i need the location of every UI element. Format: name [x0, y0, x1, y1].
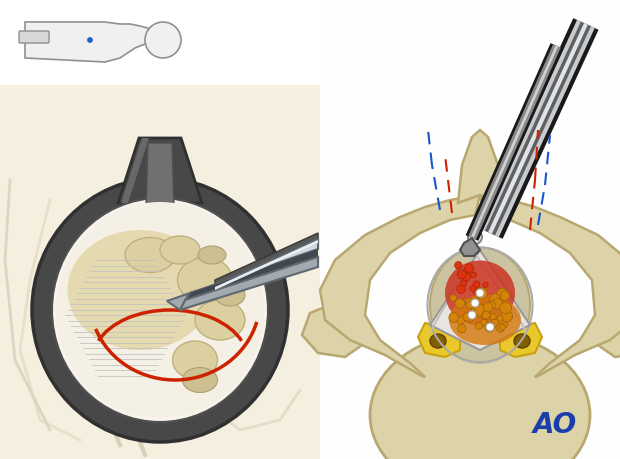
Polygon shape [500, 323, 542, 357]
Polygon shape [458, 130, 502, 203]
Circle shape [470, 285, 476, 291]
Circle shape [477, 218, 487, 228]
Circle shape [499, 324, 505, 330]
Ellipse shape [198, 246, 226, 264]
Circle shape [463, 273, 471, 281]
Ellipse shape [32, 178, 288, 442]
Ellipse shape [514, 334, 530, 348]
Circle shape [472, 306, 480, 314]
Circle shape [476, 322, 482, 330]
Circle shape [483, 302, 493, 312]
Circle shape [461, 280, 467, 286]
Circle shape [500, 302, 511, 314]
Ellipse shape [52, 198, 268, 422]
Ellipse shape [215, 284, 245, 306]
Polygon shape [460, 238, 480, 256]
Circle shape [485, 322, 494, 332]
Polygon shape [430, 250, 530, 350]
Circle shape [463, 268, 470, 274]
Circle shape [480, 319, 487, 326]
Circle shape [490, 313, 496, 319]
Circle shape [458, 270, 466, 279]
Circle shape [487, 301, 495, 309]
Circle shape [483, 282, 488, 287]
Polygon shape [302, 303, 365, 357]
Ellipse shape [430, 334, 446, 348]
Polygon shape [0, 85, 320, 459]
Circle shape [458, 325, 466, 333]
Ellipse shape [195, 300, 245, 340]
Circle shape [501, 310, 513, 322]
Circle shape [475, 291, 481, 297]
Ellipse shape [370, 332, 590, 459]
Polygon shape [215, 233, 318, 286]
Polygon shape [118, 138, 202, 203]
Circle shape [491, 319, 499, 328]
Circle shape [466, 301, 474, 309]
Circle shape [455, 299, 464, 308]
Polygon shape [215, 240, 318, 290]
Ellipse shape [125, 237, 175, 273]
Circle shape [145, 22, 181, 58]
Circle shape [473, 281, 480, 288]
Ellipse shape [449, 295, 521, 345]
Circle shape [476, 289, 484, 297]
Circle shape [471, 302, 483, 314]
Ellipse shape [182, 368, 218, 392]
Circle shape [471, 299, 479, 307]
Circle shape [496, 324, 505, 332]
Ellipse shape [172, 341, 218, 379]
Circle shape [486, 323, 494, 331]
Circle shape [482, 311, 490, 319]
Ellipse shape [445, 261, 515, 325]
Circle shape [476, 288, 488, 299]
Ellipse shape [177, 257, 232, 302]
Circle shape [465, 313, 474, 322]
Circle shape [454, 262, 462, 269]
Ellipse shape [56, 202, 264, 418]
Circle shape [463, 312, 472, 321]
Polygon shape [190, 239, 318, 293]
Polygon shape [595, 303, 620, 357]
Text: AO: AO [533, 411, 577, 439]
Circle shape [468, 311, 476, 319]
Polygon shape [418, 323, 460, 357]
Polygon shape [25, 22, 160, 62]
Circle shape [492, 298, 503, 309]
Circle shape [500, 291, 510, 301]
Polygon shape [320, 195, 480, 377]
Circle shape [497, 315, 503, 321]
Ellipse shape [68, 230, 213, 350]
Bar [320, 0, 620, 459]
Circle shape [465, 264, 474, 273]
Circle shape [466, 298, 472, 304]
Circle shape [457, 285, 466, 293]
Circle shape [471, 272, 477, 278]
Polygon shape [167, 293, 190, 310]
Circle shape [449, 313, 459, 323]
Circle shape [457, 317, 464, 324]
Circle shape [482, 311, 490, 319]
Circle shape [450, 295, 456, 302]
Polygon shape [180, 257, 318, 310]
Circle shape [475, 304, 486, 316]
Circle shape [490, 294, 500, 304]
Circle shape [478, 305, 484, 312]
FancyBboxPatch shape [19, 31, 49, 43]
Circle shape [87, 38, 92, 43]
Polygon shape [146, 143, 174, 208]
Polygon shape [480, 195, 620, 377]
Ellipse shape [430, 247, 530, 363]
Polygon shape [121, 138, 149, 203]
Circle shape [502, 322, 508, 328]
Circle shape [497, 288, 508, 300]
Circle shape [468, 230, 482, 244]
Circle shape [473, 289, 479, 295]
Ellipse shape [160, 236, 200, 264]
Polygon shape [185, 249, 318, 300]
Circle shape [477, 309, 485, 318]
